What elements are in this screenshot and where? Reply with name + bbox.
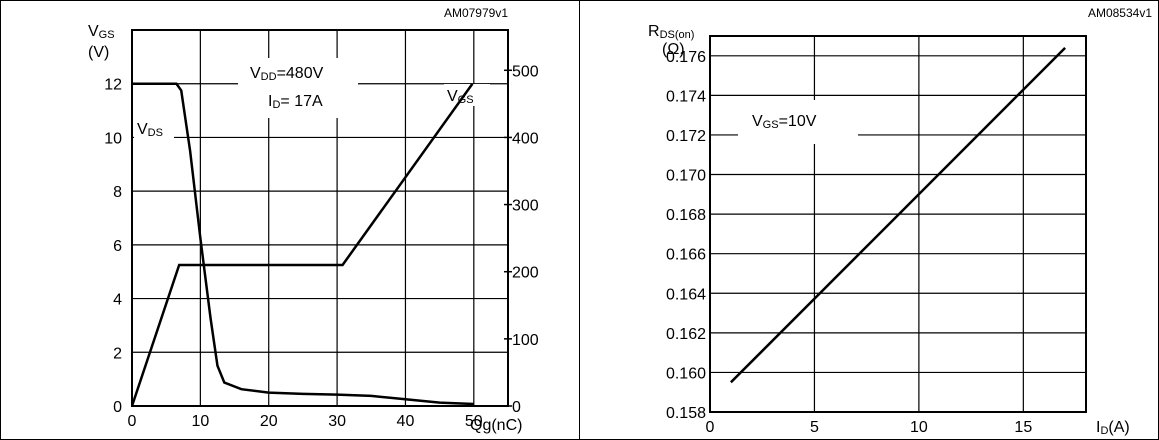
gate-charge-x-tick-label: 30: [328, 413, 346, 430]
gate-charge-left-tick-label: 8: [113, 184, 122, 201]
rds-on-y-tick-label: 0.160: [666, 365, 706, 382]
gate-charge-left-ticks: 0 2 4 6 8 10 12: [104, 77, 122, 416]
gate-charge-left-tick-label: 10: [104, 130, 122, 147]
gate-charge-left-tick-label: 2: [113, 345, 122, 362]
gate-charge-right-tick-label: 0: [512, 399, 521, 416]
rds-on-y-unit: (Ω): [662, 41, 685, 58]
gate-charge-y-label: VGS: [88, 23, 115, 41]
gate-charge-x-tick-label: 0: [128, 413, 137, 430]
rds-on-grid: [710, 36, 1086, 412]
gate-charge-left-tick-label: 4: [113, 292, 122, 309]
rds-on-y-ticks: 0.158 0.160 0.162 0.164 0.166 0.168 0.170 0.172…: [666, 49, 706, 422]
gate-charge-left-tick-label: 0: [113, 399, 122, 416]
rds-on-x-tick-label: 15: [1014, 419, 1032, 436]
rds-on-y-tick-label: 0.172: [666, 128, 706, 145]
gate-charge-x-tick-label: 50: [465, 413, 483, 430]
rds-on-y-label: RDS(on): [648, 23, 694, 41]
rds-on-plot-area: [709, 35, 1087, 413]
gate-charge-chart: 0 10 20 30 40 50 0 2 4 6 8 10 12 0 100 200 300 400 500 A…: [88, 6, 539, 434]
gate-charge-x-label: Qg(nC): [470, 417, 522, 434]
rds-on-annotation-box: [738, 100, 858, 144]
vgs-annotation: VGS=10V: [752, 113, 817, 131]
gate-charge-x-ticks: 0 10 20 30 40 50: [128, 413, 483, 430]
gate-charge-x-tick-label: 40: [397, 413, 415, 430]
gate-charge-right-tick-label: 300: [512, 198, 539, 215]
vds-label-box: [134, 118, 174, 140]
rds-on-x-tick-label: 10: [910, 419, 928, 436]
gate-charge-annotation-box: [238, 58, 358, 118]
gate-charge-right-tick-label: 200: [512, 265, 539, 282]
rds-on-y-tick-label: 0.176: [666, 49, 706, 66]
gate-charge-plot-area: [131, 29, 509, 407]
rds-on-y-tick-label: 0.166: [666, 247, 706, 264]
gate-charge-left-tick-label: 6: [113, 238, 122, 255]
vgs-series-line: [130, 82, 474, 407]
rds-on-y-tick-label: 0.170: [666, 168, 706, 185]
vgs-label-box: [444, 84, 490, 106]
gate-charge-right-tick-label: 400: [512, 130, 539, 147]
gate-charge-grid: [132, 30, 508, 406]
rds-on-x-tick-label: 5: [810, 419, 819, 436]
gate-charge-right-tick-label: 100: [512, 332, 539, 349]
rds-on-y-tick-label: 0.174: [666, 88, 706, 105]
gate-charge-figure-code: AM07979v1: [444, 6, 508, 20]
gate-charge-x-tick-label: 10: [191, 413, 209, 430]
rds-on-series-line: [730, 46, 1066, 384]
rds-on-x-ticks: 0 5 10 15: [706, 419, 1033, 436]
rds-on-y-tick-label: 0.168: [666, 207, 706, 224]
rds-on-y-tick-label: 0.158: [666, 405, 706, 422]
gate-charge-right-tick-label: 500: [512, 63, 539, 80]
gate-charge-right-ticks: 0 100 200 300 400 500: [504, 63, 539, 416]
rds-on-y-tick-label: 0.164: [666, 286, 706, 303]
gate-charge-left-tick-label: 12: [104, 77, 122, 94]
vds-series-line: [132, 82, 474, 406]
gate-charge-y-unit: (V): [88, 44, 109, 61]
rds-on-x-tick-label: 0: [706, 419, 715, 436]
gate-charge-x-tick-label: 20: [260, 413, 278, 430]
id-annotation: ID= 17A: [268, 93, 323, 111]
rds-on-x-label: ID(A): [1096, 419, 1130, 437]
rds-on-figure-code: AM08534v1: [1088, 6, 1152, 20]
rds-on-y-tick-label: 0.162: [666, 326, 706, 343]
vds-series-label: VDS: [137, 121, 163, 139]
vdd-annotation: VDD=480V: [250, 65, 324, 83]
rds-on-chart: 0 5 10 15 0.1580.1600.1620.1640.1660.1680.1…: [648, 6, 1152, 437]
